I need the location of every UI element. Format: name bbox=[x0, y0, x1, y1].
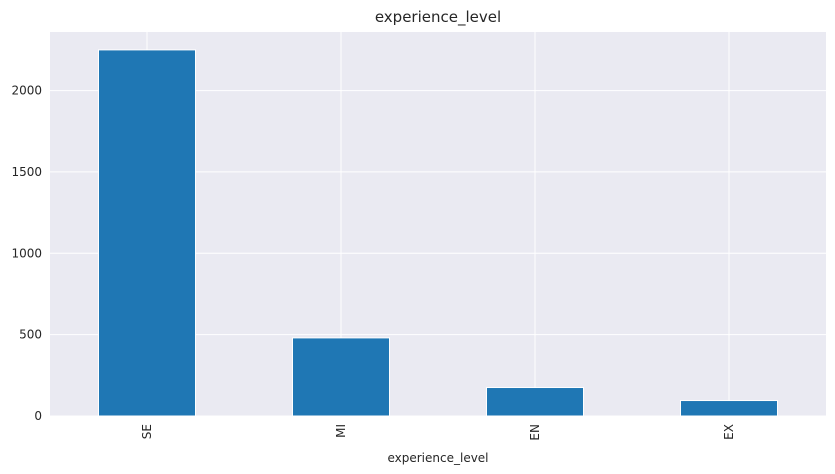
x-tick-label: SE bbox=[140, 424, 154, 439]
y-tick-label: 500 bbox=[19, 328, 42, 342]
x-tick-label: EN bbox=[528, 424, 542, 441]
chart-title: experience_level bbox=[375, 8, 501, 27]
x-tick-label: EX bbox=[722, 424, 736, 440]
bars bbox=[98, 49, 778, 417]
y-tick-label: 0 bbox=[34, 409, 42, 423]
bar-en bbox=[486, 387, 584, 417]
y-tick-label: 1500 bbox=[11, 165, 42, 179]
bar-mi bbox=[292, 337, 390, 417]
x-tick-label: MI bbox=[334, 424, 348, 438]
y-tick-label: 2000 bbox=[11, 84, 42, 98]
y-axis-ticks: 0 500 1000 1500 2000 bbox=[11, 84, 42, 423]
bar-se bbox=[98, 49, 196, 417]
x-axis-label: experience_level bbox=[387, 451, 488, 465]
bar-ex bbox=[680, 400, 778, 417]
y-tick-label: 1000 bbox=[11, 246, 42, 260]
x-axis-ticks: SE MI EN EX bbox=[140, 424, 736, 441]
